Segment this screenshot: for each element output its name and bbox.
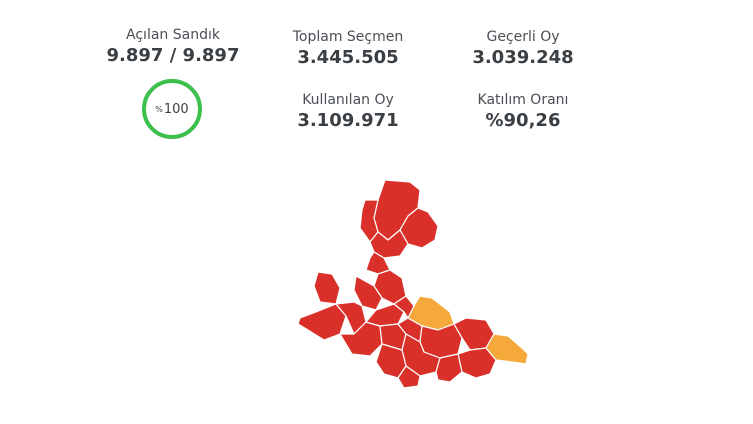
map-district-south-4[interactable] (435, 353, 463, 383)
votes-cast-stat: Kullanılan Oy 3.109.971 (258, 91, 438, 133)
progress-percent-symbol: % (155, 104, 163, 114)
opened-boxes-stat: Açılan Sandık 9.897 / 9.897 (83, 26, 263, 68)
valid-votes-value: 3.039.248 (472, 47, 574, 68)
opened-boxes-progress-ring: % 100 (141, 78, 203, 140)
turnout-stat: Katılım Oranı %90,26 (433, 91, 613, 133)
opened-boxes-value: 9.897 / 9.897 (106, 45, 240, 66)
province-district-map (297, 179, 529, 389)
turnout-value: %90,26 (485, 110, 561, 131)
progress-text: % 100 (141, 78, 203, 140)
valid-votes-label: Geçerli Oy (486, 29, 560, 45)
map-district-west-4[interactable] (339, 321, 383, 357)
map-district-east-orange-2[interactable] (485, 333, 529, 365)
progress-ring-graphic (142, 79, 202, 139)
total-voters-value: 3.445.505 (297, 47, 399, 68)
votes-cast-label: Kullanılan Oy (302, 92, 394, 108)
progress-ring-fill (142, 79, 202, 139)
turnout-label: Katılım Oranı (477, 92, 569, 108)
map-district-west-1[interactable] (313, 271, 341, 305)
progress-value: 100 (163, 101, 189, 117)
opened-boxes-label: Açılan Sandık (126, 27, 220, 43)
valid-votes-stat: Geçerli Oy 3.039.248 (433, 28, 613, 70)
votes-cast-value: 3.109.971 (297, 110, 399, 131)
total-voters-stat: Toplam Seçmen 3.445.505 (258, 28, 438, 70)
map-district-south-3[interactable] (397, 365, 421, 389)
map-district-west-2[interactable] (297, 303, 347, 341)
map-district-east-3[interactable] (457, 347, 497, 379)
total-voters-label: Toplam Seçmen (292, 29, 404, 45)
